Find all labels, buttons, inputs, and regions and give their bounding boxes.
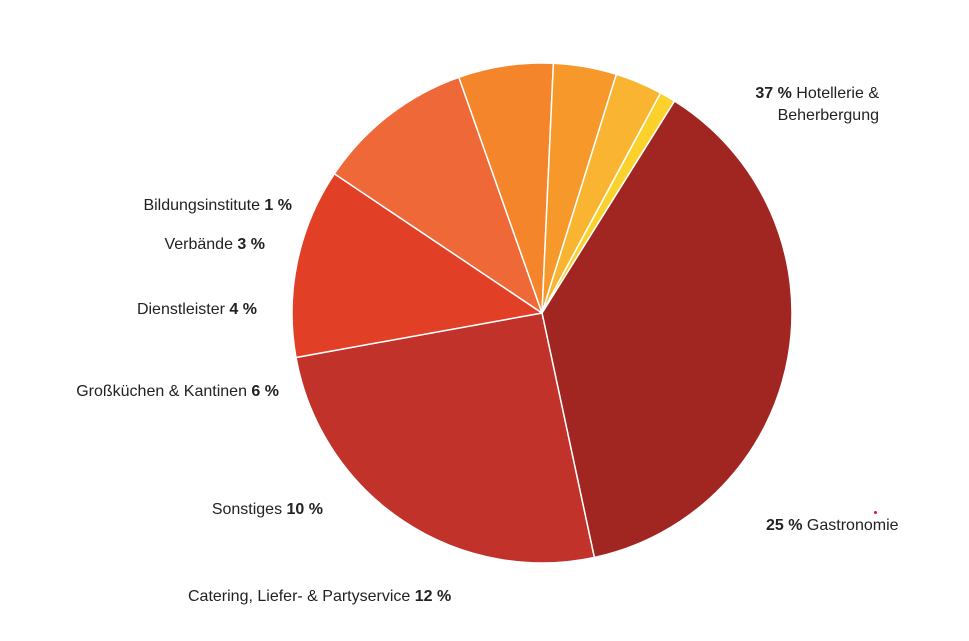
- pie-slice-1: [295, 312, 596, 564]
- label-verbaende: Verbände 3 %: [164, 234, 265, 256]
- name-sonstiges: Sonstiges: [211, 501, 283, 518]
- label-catering: Catering, Liefer- & Partyservice 12 %: [188, 586, 451, 608]
- name-bildungsinstitute: Bildungsinstitute: [143, 197, 260, 214]
- name-catering: Catering, Liefer- & Partyservice: [188, 588, 411, 605]
- name-verbaende: Verbände: [164, 236, 233, 253]
- name-grosskuechen: Großküchen & Kantinen: [76, 383, 247, 400]
- label-hotellerie: 37 % Hotellerie & Beherbergung: [755, 83, 879, 127]
- name-gastronomie: Gastronomie: [806, 517, 899, 534]
- pct-hotellerie: 37 %: [755, 85, 792, 102]
- pct-verbaende: 3 %: [237, 236, 265, 253]
- pie-slice-3: [333, 76, 543, 314]
- pct-dienstleister: 4 %: [229, 301, 257, 318]
- label-grosskuechen: Großküchen & Kantinen 6 %: [76, 381, 279, 403]
- name-hotellerie-line1: Hotellerie &: [796, 85, 879, 102]
- pct-sonstiges: 10 %: [286, 501, 323, 518]
- label-sonstiges: Sonstiges 10 %: [212, 499, 323, 521]
- pct-grosskuechen: 6 %: [251, 383, 279, 400]
- pie-slice-0: [541, 100, 793, 559]
- label-dienstleister: Dienstleister 4 %: [137, 299, 257, 321]
- pie-slice-2: [291, 173, 543, 359]
- pie-slice-7: [541, 92, 676, 314]
- name-dienstleister: Dienstleister: [136, 301, 225, 318]
- pct-catering: 12 %: [414, 588, 452, 605]
- pct-gastronomie: 25 %: [766, 517, 803, 534]
- marker-dot: [874, 511, 877, 514]
- label-gastronomie: 25 % Gastronomie: [766, 515, 899, 537]
- name-hotellerie-line2: Beherbergung: [777, 107, 879, 124]
- pct-bildungsinstitute: 1 %: [264, 197, 292, 214]
- label-bildungsinstitute: Bildungsinstitute 1 %: [143, 195, 292, 217]
